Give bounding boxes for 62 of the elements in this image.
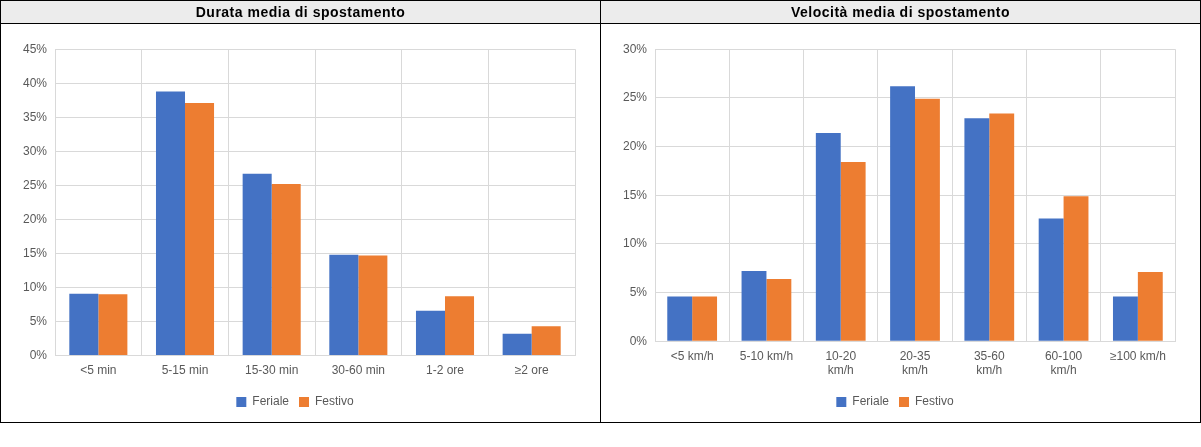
bar — [989, 113, 1015, 341]
y-tick-label: 30% — [622, 41, 648, 56]
x-tick-label: 60-100 km/h — [1044, 348, 1083, 378]
chart-title: Velocità media di spostamento — [601, 1, 1200, 24]
bar — [1038, 218, 1064, 341]
bar — [358, 255, 388, 356]
x-tick-label: 15-30 min — [244, 363, 299, 378]
bar — [155, 91, 186, 356]
y-tick-label: 20% — [622, 138, 648, 153]
legend-label: Festivo — [915, 394, 954, 409]
bar — [98, 294, 128, 356]
x-tick-label: 30-60 min — [331, 363, 386, 378]
y-tick-label: 35% — [22, 109, 48, 124]
x-tick-label: ≥100 km/h — [1109, 348, 1166, 363]
y-tick-label: 45% — [22, 41, 48, 56]
bar — [964, 118, 990, 341]
y-tick-label: 5% — [629, 284, 648, 299]
bar — [531, 326, 561, 356]
y-tick-label: 15% — [622, 187, 648, 202]
bar — [329, 254, 359, 356]
x-tick-label: 35-60 km/h — [973, 348, 1005, 378]
bar — [445, 296, 475, 356]
bar — [766, 278, 792, 341]
bar — [1063, 196, 1089, 341]
bar — [69, 293, 99, 356]
y-tick-label: 25% — [622, 90, 648, 105]
bar — [840, 162, 866, 341]
bar — [890, 86, 916, 341]
x-tick-label: <5 km/h — [670, 348, 714, 363]
y-tick-label: 40% — [22, 75, 48, 90]
legend-label: Festivo — [315, 394, 354, 409]
bar — [271, 184, 301, 356]
bar — [741, 271, 767, 341]
chart-title: Durata media di spostamento — [1, 1, 600, 24]
y-tick-label: 5% — [29, 313, 48, 328]
bar — [502, 333, 532, 356]
y-tick-label: 30% — [22, 143, 48, 158]
x-tick-label: 10-20 km/h — [825, 348, 857, 378]
y-tick-label: 25% — [22, 177, 48, 192]
y-tick-label: 0% — [29, 347, 48, 362]
bar — [1137, 272, 1163, 341]
x-tick-label: 20-35 km/h — [899, 348, 931, 378]
x-tick-label: ≥2 ore — [514, 363, 549, 378]
bar — [815, 132, 841, 341]
y-tick-label: 10% — [22, 279, 48, 294]
x-tick-label: 5-10 km/h — [739, 348, 794, 363]
x-tick-label: 1-2 ore — [425, 363, 465, 378]
y-tick-label: 10% — [622, 236, 648, 251]
x-tick-label: <5 min — [80, 363, 117, 378]
bar — [667, 296, 693, 341]
x-tick-label: 5-15 min — [161, 363, 209, 378]
legend-label: Feriale — [852, 394, 890, 409]
bar — [692, 296, 718, 341]
legend-label: Feriale — [252, 394, 290, 409]
y-tick-label: 15% — [22, 245, 48, 260]
bar — [242, 173, 272, 356]
bar — [1112, 296, 1138, 341]
bar — [415, 310, 445, 356]
y-tick-label: 20% — [22, 211, 48, 226]
bar — [915, 98, 940, 341]
bar — [185, 102, 215, 356]
y-tick-label: 0% — [629, 333, 648, 348]
